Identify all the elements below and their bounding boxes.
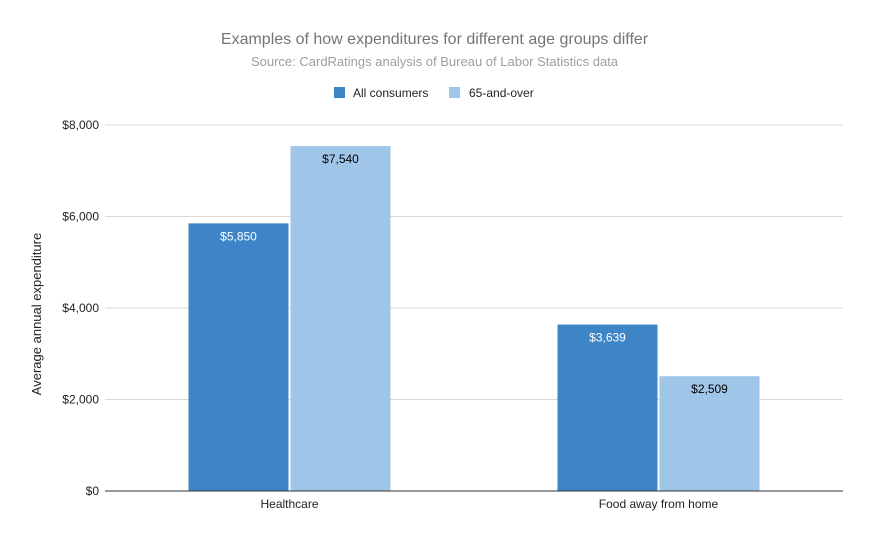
legend-swatch-65-and-over <box>449 87 460 98</box>
data-label: $3,639 <box>589 331 626 345</box>
legend: All consumers 65-and-over <box>334 86 534 100</box>
y-axis-title: Average annual expenditure <box>29 233 44 395</box>
bar-all-consumers-healthcare <box>188 223 289 492</box>
bar-65-and-over-food-away-from-home <box>659 376 760 491</box>
bar-all-consumers-food-away-from-home <box>557 324 658 491</box>
data-label: $2,509 <box>691 382 728 396</box>
legend-swatch-all-consumers <box>334 87 345 98</box>
chart-subtitle: Source: CardRatings analysis of Bureau o… <box>251 54 619 69</box>
legend-label-all-consumers: All consumers <box>353 86 428 100</box>
bars <box>188 146 760 492</box>
y-tick-label: $8,000 <box>62 118 99 132</box>
data-label: $7,540 <box>322 152 359 166</box>
y-tick-label: $2,000 <box>62 393 99 407</box>
y-tick-label: $6,000 <box>62 210 99 224</box>
x-tick-label: Healthcare <box>260 497 318 511</box>
y-tick-label: $0 <box>86 484 100 498</box>
bar-65-and-over-healthcare <box>290 146 391 492</box>
y-tick-label: $4,000 <box>62 301 99 315</box>
chart-title: Examples of how expenditures for differe… <box>221 31 649 48</box>
data-label: $5,850 <box>220 229 257 243</box>
data-labels: $5,850 $7,540 $3,639 $2,509 <box>220 152 728 396</box>
x-axis-ticks: Healthcare Food away from home <box>260 497 718 511</box>
x-tick-label: Food away from home <box>599 497 719 511</box>
y-axis-ticks: $0 $2,000 $4,000 $6,000 $8,000 <box>62 118 99 498</box>
legend-label-65-and-over: 65-and-over <box>469 86 534 100</box>
